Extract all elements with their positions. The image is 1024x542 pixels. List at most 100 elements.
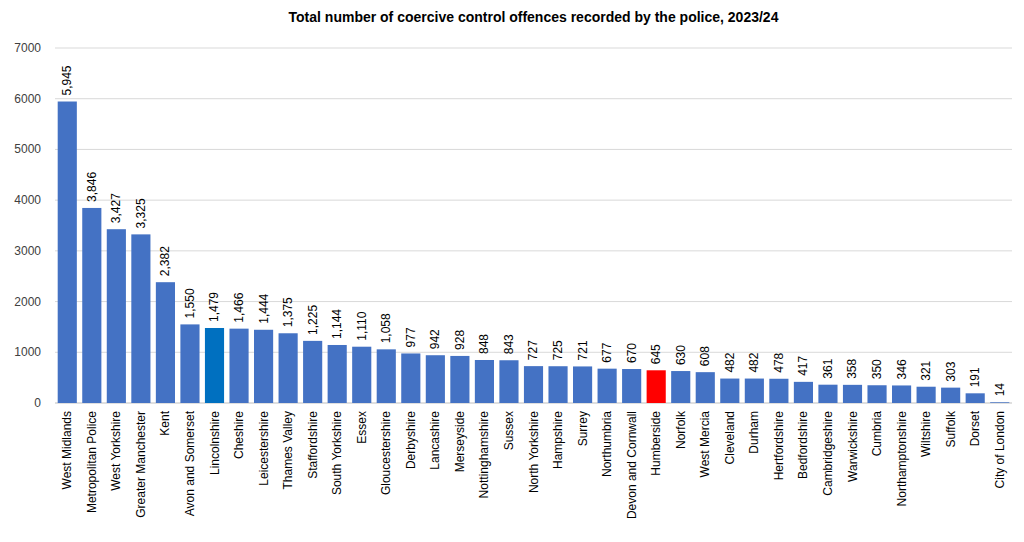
x-tick-label: Merseyside bbox=[453, 411, 467, 473]
data-label: 2,382 bbox=[158, 246, 172, 276]
grid-line bbox=[55, 48, 1012, 49]
data-label: 3,846 bbox=[85, 172, 99, 202]
bar bbox=[450, 356, 469, 403]
bar bbox=[647, 370, 666, 403]
data-label: 977 bbox=[404, 327, 418, 347]
data-label: 843 bbox=[502, 334, 516, 354]
chart: Total number of coercive control offence… bbox=[0, 0, 1024, 542]
grid-line bbox=[55, 149, 1012, 150]
bar bbox=[843, 385, 862, 403]
bar bbox=[352, 347, 371, 403]
bar bbox=[156, 282, 175, 403]
x-tick-label: Hampshire bbox=[551, 411, 565, 469]
data-label: 608 bbox=[698, 346, 712, 366]
bar bbox=[499, 360, 518, 403]
y-tick-label: 4000 bbox=[14, 193, 41, 207]
bar bbox=[524, 366, 543, 403]
x-tick-label: Leicestershire bbox=[257, 411, 271, 486]
data-label: 191 bbox=[968, 367, 982, 387]
x-tick-label: Suffolk bbox=[944, 410, 958, 447]
data-label: 346 bbox=[895, 359, 909, 379]
data-label: 1,466 bbox=[232, 292, 246, 322]
x-tick-label: Bedfordshire bbox=[796, 411, 810, 479]
data-label: 645 bbox=[649, 344, 663, 364]
y-tick-label: 6000 bbox=[14, 92, 41, 106]
data-label: 1,058 bbox=[379, 313, 393, 343]
bar bbox=[377, 349, 396, 403]
x-tick-label: City of London bbox=[993, 411, 1007, 488]
x-tick-label: Derbyshire bbox=[404, 411, 418, 469]
x-tick-label: Norfolk bbox=[674, 410, 688, 449]
title: Total number of coercive control offence… bbox=[289, 9, 779, 25]
x-tick-label: Cleveland bbox=[723, 411, 737, 464]
bar bbox=[303, 341, 322, 403]
data-label: 670 bbox=[625, 343, 639, 363]
data-label: 630 bbox=[674, 345, 688, 365]
data-label: 478 bbox=[772, 352, 786, 372]
x-tick-label: Gloucestershire bbox=[379, 411, 393, 495]
grid-line bbox=[55, 98, 1012, 99]
x-tick-label: West Yorkshire bbox=[109, 411, 123, 491]
data-label: 14 bbox=[993, 383, 1007, 397]
bar bbox=[58, 102, 77, 403]
data-label: 721 bbox=[576, 340, 590, 360]
bar bbox=[279, 333, 298, 403]
data-label: 1,144 bbox=[330, 309, 344, 339]
bar bbox=[573, 366, 592, 403]
bar bbox=[671, 371, 690, 403]
x-tick-label: Thames Valley bbox=[281, 411, 295, 489]
x-tick-label: Essex bbox=[355, 411, 369, 444]
bar bbox=[769, 379, 788, 403]
bar bbox=[205, 328, 224, 403]
data-label: 321 bbox=[919, 360, 933, 380]
data-label: 482 bbox=[723, 352, 737, 372]
bar bbox=[622, 369, 641, 403]
y-tick-label: 7000 bbox=[14, 41, 41, 55]
data-label: 727 bbox=[527, 340, 541, 360]
bar bbox=[745, 379, 764, 403]
y-tick-label: 5000 bbox=[14, 142, 41, 156]
x-tick-label: Staffordshire bbox=[306, 411, 320, 479]
x-tick-label: Avon and Somerset bbox=[183, 410, 197, 516]
data-label: 1,444 bbox=[257, 293, 271, 323]
data-label: 358 bbox=[846, 358, 860, 378]
data-label: 5,945 bbox=[60, 65, 74, 95]
x-tick-label: Cumbria bbox=[870, 411, 884, 457]
bar bbox=[180, 324, 199, 403]
x-tick-label: Metropolitan Police bbox=[85, 411, 99, 513]
data-label: 350 bbox=[870, 359, 884, 379]
x-tick-label: Nottinghamshire bbox=[477, 411, 491, 499]
x-tick-label: Northamptonshire bbox=[895, 411, 909, 507]
bar bbox=[867, 385, 886, 403]
y-tick-label: 1000 bbox=[14, 345, 41, 359]
bar bbox=[107, 229, 126, 403]
x-tick-label: Northumbria bbox=[600, 411, 614, 477]
x-tick-label: Cambridgeshire bbox=[821, 411, 835, 496]
bar bbox=[696, 372, 715, 403]
grid-line bbox=[55, 301, 1012, 302]
bars bbox=[58, 102, 1010, 403]
x-tick-label: Hertfordshire bbox=[772, 411, 786, 481]
bar bbox=[598, 369, 617, 403]
x-tick-label: Devon and Cornwall bbox=[625, 411, 639, 519]
x-tick-label: Lancashire bbox=[428, 411, 442, 470]
data-label: 928 bbox=[453, 330, 467, 350]
x-tick-label: North Yorkshire bbox=[527, 411, 541, 493]
bar bbox=[892, 385, 911, 403]
x-tick-label: Wiltshire bbox=[919, 411, 933, 457]
x-tick-label: West Midlands bbox=[60, 411, 74, 489]
x-tick-label: Sussex bbox=[502, 411, 516, 450]
bar bbox=[328, 345, 347, 403]
x-tick-label: Humberside bbox=[649, 411, 663, 476]
data-label: 3,325 bbox=[134, 198, 148, 228]
y-tick-label: 3000 bbox=[14, 244, 41, 258]
bar bbox=[548, 366, 567, 403]
x-tick-label: Cheshire bbox=[232, 411, 246, 459]
data-label: 3,427 bbox=[109, 193, 123, 223]
x-tick-label: Lincolnshire bbox=[208, 411, 222, 475]
data-label: 303 bbox=[944, 361, 958, 381]
x-tick-label: Warwickshire bbox=[846, 411, 860, 482]
data-label: 1,479 bbox=[208, 292, 222, 322]
data-label: 677 bbox=[600, 342, 614, 362]
x-tick-label: Surrey bbox=[576, 411, 590, 446]
